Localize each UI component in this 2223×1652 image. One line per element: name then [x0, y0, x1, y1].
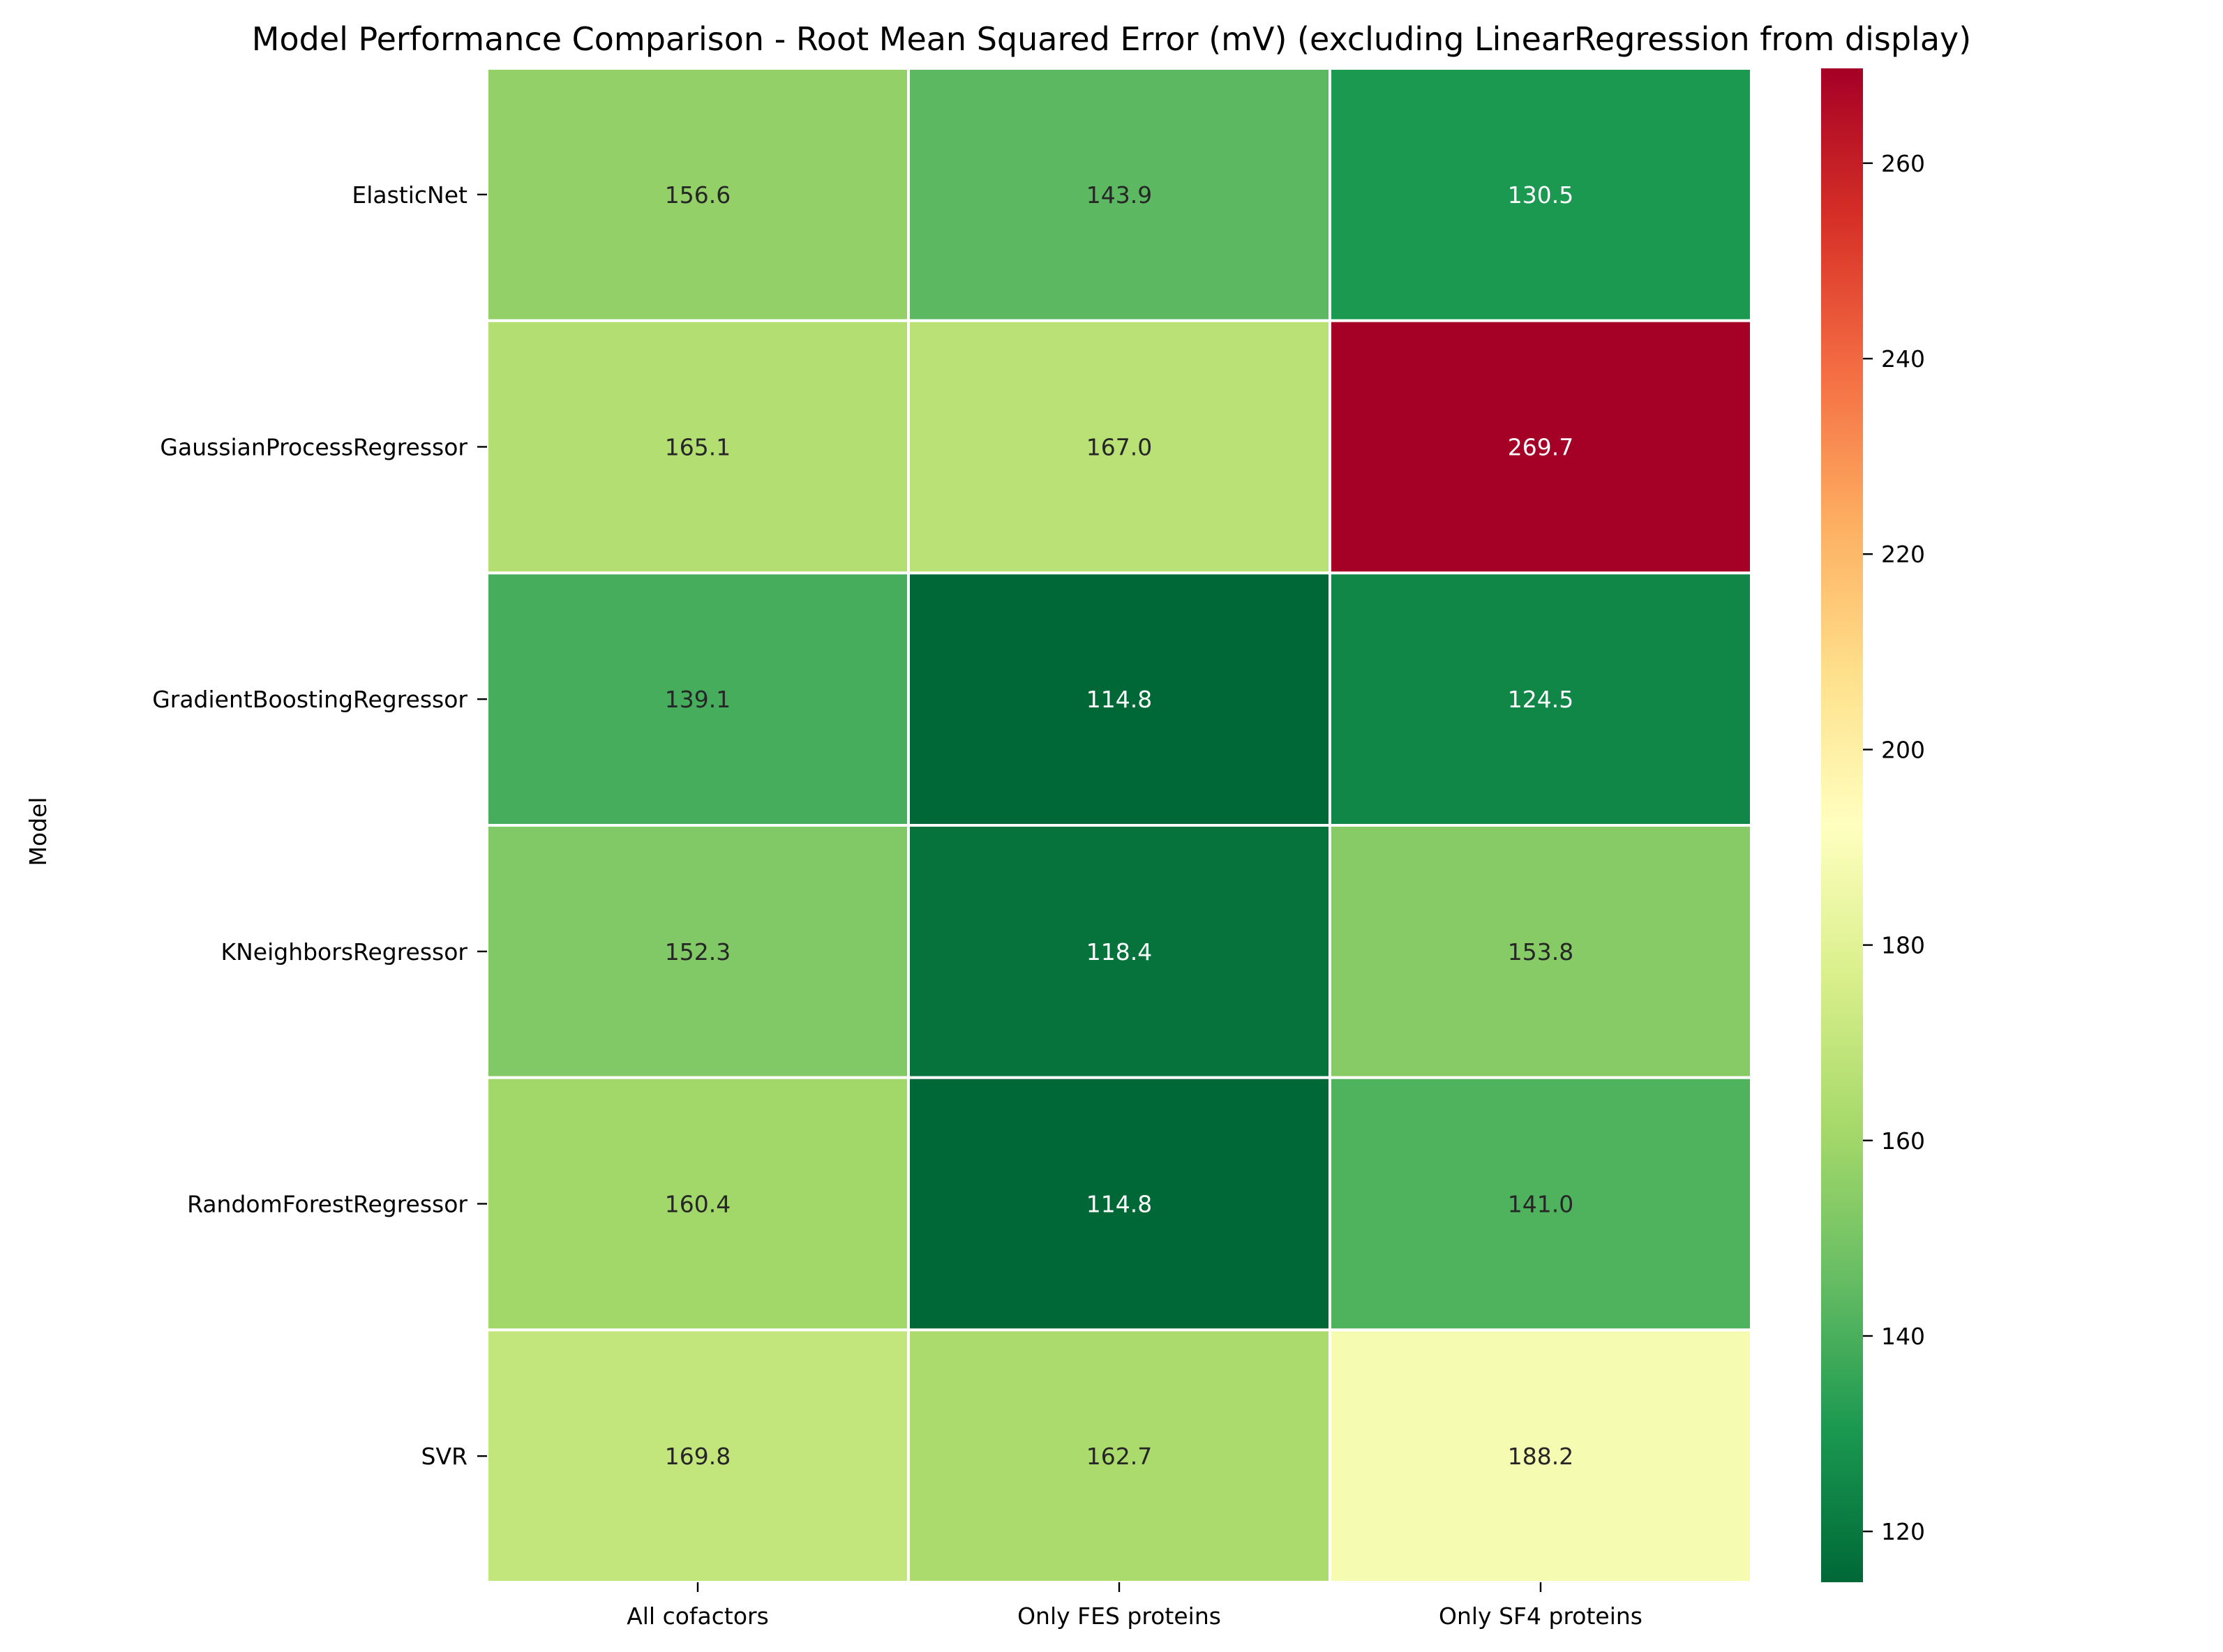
x-tick-label: All cofactors: [627, 1602, 769, 1630]
cell-value-label: 130.5: [1508, 181, 1573, 209]
cell-value-label: 118.4: [1086, 938, 1152, 966]
cell-value-label: 162.7: [1086, 1443, 1152, 1470]
y-tick-label: SVR: [421, 1443, 467, 1470]
y-tick-label: GradientBoostingRegressor: [152, 686, 467, 713]
y-tick-label: ElasticNet: [352, 181, 467, 209]
colorbar-tick-label: 160: [1881, 1127, 1925, 1155]
chart-title: Model Performance Comparison - Root Mean…: [252, 20, 1971, 58]
x-tick-label: Only SF4 proteins: [1439, 1602, 1642, 1630]
colorbar-tick-label: 120: [1881, 1518, 1925, 1545]
cell-value-label: 124.5: [1508, 686, 1573, 713]
heatmap-cell: [486, 67, 910, 322]
heatmap-cell: [1328, 1076, 1753, 1332]
heatmap-cell: [486, 824, 910, 1079]
colorbar-tick-label: 220: [1881, 541, 1925, 568]
heatmap-value-labels: 156.6 143.9 130.5 165.1 167.0 269.7 139.1 114.8…: [665, 181, 1573, 1470]
cell-value-label: 139.1: [665, 686, 731, 713]
x-axis: All cofactors Only FES proteins Only SF4 p…: [627, 1582, 1642, 1630]
colorbar-tick-label: 180: [1881, 932, 1925, 959]
cell-value-label: 114.8: [1086, 1191, 1152, 1218]
cell-value-label: 156.6: [665, 181, 731, 209]
heatmap-cell: [1328, 1328, 1753, 1584]
colorbar: [1821, 68, 1863, 1582]
colorbar-tick-label: 260: [1881, 150, 1925, 177]
cell-value-label: 152.3: [665, 938, 731, 966]
cell-value-label: 167.0: [1086, 434, 1152, 461]
y-tick-label: GaussianProcessRegressor: [160, 434, 467, 461]
heatmap-cell: [907, 1076, 1331, 1332]
x-tick-label: Only FES proteins: [1017, 1602, 1221, 1630]
heatmap-cell: [1328, 67, 1753, 322]
cell-value-label: 160.4: [665, 1191, 731, 1218]
cell-value-label: 143.9: [1086, 181, 1152, 209]
y-tick-label: RandomForestRegressor: [187, 1191, 467, 1218]
y-tick-label: KNeighborsRegressor: [220, 938, 467, 966]
heatmap-cell: [1328, 824, 1753, 1079]
cell-value-label: 169.8: [665, 1443, 731, 1470]
colorbar-axis: 120 140 160 180 200 220 240 260: [1863, 150, 1925, 1545]
cell-value-label: 141.0: [1508, 1191, 1573, 1218]
heatmap-cells: [486, 67, 1753, 1584]
cell-value-label: 114.8: [1086, 686, 1152, 713]
colorbar-tick-label: 200: [1881, 736, 1925, 763]
heatmap-cell: [486, 319, 910, 575]
heatmap-cell: [907, 67, 1331, 322]
heatmap-cell: [907, 319, 1331, 575]
heatmap-cell: [907, 571, 1331, 827]
colorbar-tick-label: 240: [1881, 345, 1925, 373]
heatmap-cell: [486, 1076, 910, 1332]
cell-value-label: 153.8: [1508, 938, 1573, 966]
cell-value-label: 165.1: [665, 434, 731, 461]
cell-value-label: 188.2: [1508, 1443, 1573, 1470]
colorbar-tick-label: 140: [1881, 1323, 1925, 1350]
cell-value-label: 269.7: [1508, 434, 1573, 461]
y-axis-label: Model: [24, 797, 52, 866]
heatmap-cell: [907, 1328, 1331, 1584]
heatmap-cell: [1328, 319, 1753, 575]
y-axis: ElasticNet GaussianProcessRegressor Gradie…: [152, 181, 487, 1470]
